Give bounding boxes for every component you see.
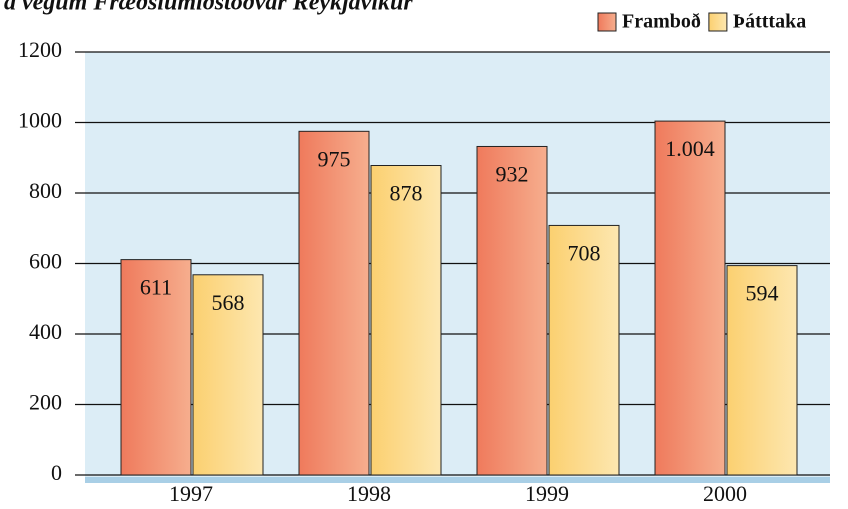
x-tick-label: 1997 (169, 481, 213, 506)
y-tick-label: 800 (29, 178, 62, 203)
y-tick-label: 200 (29, 390, 62, 415)
x-tick-label: 1998 (347, 481, 391, 506)
y-tick-label: 400 (29, 319, 62, 344)
y-tick-label: 1200 (18, 37, 62, 62)
bar (476, 145, 548, 476)
bar (370, 165, 442, 476)
y-tick-label: 0 (51, 460, 62, 485)
legend-text: Þátttaka (733, 11, 806, 33)
value-label: 708 (568, 240, 601, 265)
value-label: 611 (140, 275, 172, 300)
legend-swatch (708, 12, 728, 32)
legend-text: Framboð (622, 11, 701, 33)
bar (726, 265, 798, 476)
value-label: 1.004 (665, 136, 715, 161)
x-axis-band (85, 477, 830, 483)
bar (654, 120, 726, 476)
y-tick-label: 1000 (18, 108, 62, 133)
value-label: 878 (390, 181, 423, 206)
bar (298, 130, 370, 476)
y-tick-label: 600 (29, 249, 62, 274)
value-label: 975 (318, 146, 351, 171)
bar (548, 224, 620, 476)
value-label: 568 (212, 290, 245, 315)
bar (192, 274, 264, 476)
chart-title: á vegum Fræðslumiðstöðvar Reykjavíkur (4, 0, 413, 16)
x-tick-label: 1999 (525, 481, 569, 506)
legend-swatch (597, 12, 617, 32)
bar (120, 259, 192, 476)
value-label: 932 (496, 162, 529, 187)
value-label: 594 (746, 281, 779, 306)
x-tick-label: 2000 (703, 481, 747, 506)
